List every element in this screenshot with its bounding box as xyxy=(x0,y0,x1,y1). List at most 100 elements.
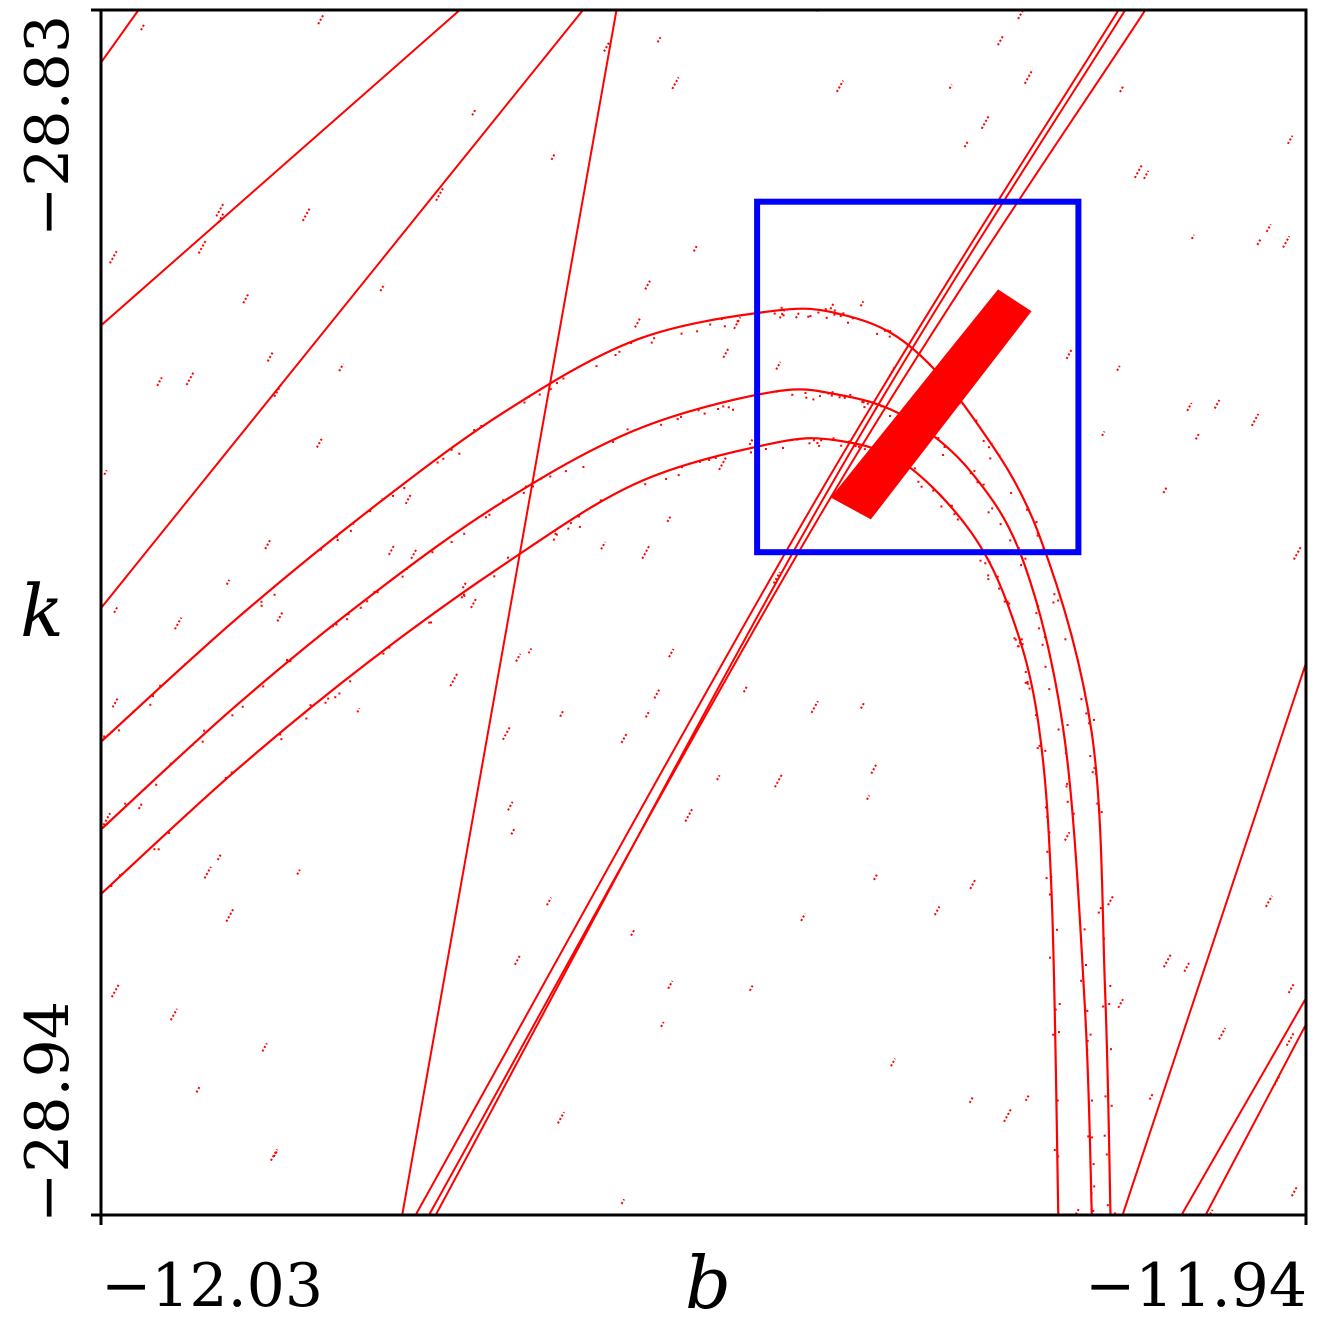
scatter-point xyxy=(338,692,341,695)
scatter-point xyxy=(346,618,349,621)
scatter-point xyxy=(155,783,158,786)
scatter-point xyxy=(874,407,877,410)
scatter-point xyxy=(1080,698,1083,701)
scatter-point xyxy=(1089,1033,1092,1036)
scatter-point xyxy=(230,771,233,774)
scatter-dash xyxy=(1134,164,1143,179)
scatter-point xyxy=(808,442,811,445)
scatter-point xyxy=(1053,1149,1056,1151)
scatter-point xyxy=(1035,714,1037,717)
scatter-point xyxy=(1086,1049,1089,1052)
scatter-point xyxy=(650,341,653,344)
scatter-point xyxy=(835,312,838,315)
scatter-point xyxy=(717,408,720,410)
scatter-point xyxy=(335,623,338,626)
scatter-point xyxy=(280,738,283,741)
series-curve-12 xyxy=(401,10,618,1215)
scatter-point xyxy=(554,532,557,535)
scatter-layer xyxy=(101,10,1303,1215)
scatter-point xyxy=(488,513,491,516)
scatter-dash xyxy=(774,773,784,788)
scatter-point xyxy=(157,848,160,851)
scatter-dash xyxy=(276,610,284,622)
series-curve-3 xyxy=(434,10,1127,1215)
scatter-point xyxy=(1093,718,1095,721)
scatter-point xyxy=(1094,772,1097,775)
scatter-dash xyxy=(600,541,607,550)
scatter-dash xyxy=(1107,895,1114,906)
scatter-point xyxy=(809,315,812,318)
scatter-point xyxy=(1042,547,1045,550)
scatter-point xyxy=(1026,682,1029,685)
scatter-dash xyxy=(656,36,662,43)
scatter-point xyxy=(676,418,679,421)
scatter-point xyxy=(273,593,276,596)
scatter-point xyxy=(366,600,369,603)
scatter-point xyxy=(722,405,725,408)
scatter-point xyxy=(1038,744,1041,747)
scatter-dash xyxy=(1285,1031,1295,1047)
scatter-point xyxy=(523,401,526,404)
scatter-point xyxy=(618,350,621,353)
scatter-dash xyxy=(1273,1074,1281,1086)
scatter-point xyxy=(868,455,871,457)
scatter-point xyxy=(493,575,496,578)
scatter-point xyxy=(1104,1095,1107,1098)
scatter-dash xyxy=(449,672,459,687)
scatter-dash xyxy=(660,1021,665,1028)
scatter-dash xyxy=(316,438,323,448)
scatter-point xyxy=(932,489,935,492)
scatter-dash xyxy=(775,361,782,370)
scatter-dash xyxy=(338,363,345,372)
scatter-point xyxy=(950,384,953,387)
scatter-point xyxy=(866,402,869,405)
scatter-point xyxy=(1109,984,1112,987)
scatter-point xyxy=(1087,1135,1090,1138)
scatter-point xyxy=(1097,911,1100,914)
scatter-point xyxy=(1058,1031,1060,1034)
scatter-dash xyxy=(859,300,865,307)
scatter-point xyxy=(824,308,827,311)
scatter-point xyxy=(279,733,282,736)
scatter-point xyxy=(167,832,170,834)
x-tick-label-min: −12.03 xyxy=(101,1251,323,1317)
scatter-point xyxy=(577,515,580,518)
scatter-point xyxy=(327,697,330,700)
scatter-point xyxy=(773,312,776,315)
scatter-point xyxy=(1110,1104,1113,1107)
scatter-dash xyxy=(461,580,468,589)
scatter-point xyxy=(1089,755,1092,758)
scatter-point xyxy=(857,445,860,448)
scatter-dash xyxy=(1074,1207,1081,1215)
scatter-point xyxy=(359,606,362,609)
scatter-point xyxy=(403,487,406,490)
scatter-point xyxy=(644,483,647,486)
scatter-point xyxy=(991,507,994,510)
scatter-point xyxy=(869,452,872,455)
scatter-dash xyxy=(603,40,611,52)
scatter-dash xyxy=(1162,486,1168,494)
scatter-point xyxy=(324,701,327,704)
scatter-point xyxy=(945,385,948,388)
scatter-dash xyxy=(527,648,533,654)
scatter-dash xyxy=(1119,85,1125,93)
scatter-point xyxy=(463,532,466,535)
scatter-point xyxy=(241,705,244,708)
scatter-point xyxy=(1003,600,1006,603)
scatter-point xyxy=(1050,876,1053,878)
scatter-dash xyxy=(886,365,897,381)
scatter-point xyxy=(110,885,113,887)
scatter-point xyxy=(900,463,903,465)
scatter-point xyxy=(1066,800,1069,803)
scatter-dash xyxy=(470,596,478,609)
scatter-point xyxy=(847,321,849,324)
scatter-dash xyxy=(718,455,728,471)
scatter-dash xyxy=(873,873,878,881)
scatter-point xyxy=(665,478,668,480)
scatter-point xyxy=(203,729,206,732)
scatter-point xyxy=(309,704,312,707)
scatter-point xyxy=(334,696,337,699)
scatter-point xyxy=(812,398,815,401)
series-curve-10 xyxy=(1180,997,1306,1215)
scatter-point xyxy=(1096,802,1099,805)
